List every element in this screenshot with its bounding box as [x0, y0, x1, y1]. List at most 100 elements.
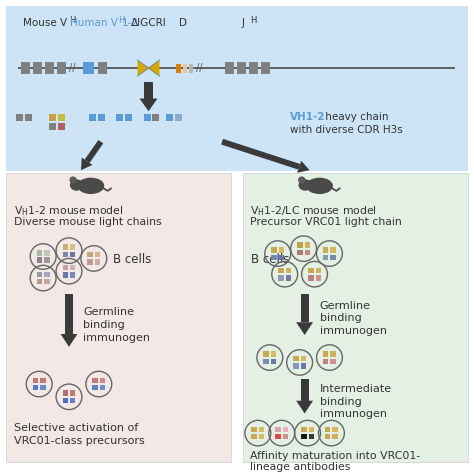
Text: Selective activation of: Selective activation of — [14, 423, 138, 433]
Text: immunogen: immunogen — [83, 333, 150, 343]
Bar — [63, 272, 68, 278]
Polygon shape — [61, 334, 77, 347]
Bar — [70, 272, 75, 278]
Bar — [316, 275, 321, 281]
Text: $\mathrm{H}$: $\mathrm{H}$ — [250, 14, 257, 25]
Bar — [301, 379, 309, 401]
Polygon shape — [297, 161, 310, 173]
Text: B cells: B cells — [251, 253, 289, 266]
Bar — [144, 82, 153, 99]
Bar — [325, 434, 330, 439]
Text: D: D — [179, 18, 187, 28]
Bar — [63, 244, 68, 250]
Bar — [271, 247, 277, 253]
Bar — [249, 62, 258, 74]
Bar — [63, 265, 68, 270]
Bar — [225, 62, 234, 74]
Bar — [279, 255, 284, 260]
Bar — [87, 259, 93, 265]
Text: J: J — [241, 18, 245, 28]
Bar — [305, 242, 310, 247]
Bar — [92, 385, 98, 391]
Text: heavy chain: heavy chain — [322, 112, 389, 122]
Bar — [49, 114, 56, 121]
Bar — [176, 64, 182, 73]
Bar — [330, 255, 336, 260]
Bar — [332, 434, 338, 439]
Ellipse shape — [71, 180, 82, 190]
Bar — [251, 427, 257, 432]
Bar — [251, 434, 257, 439]
Ellipse shape — [78, 178, 103, 193]
Bar — [175, 114, 182, 121]
Ellipse shape — [299, 180, 311, 190]
Bar — [278, 275, 284, 281]
Bar — [100, 378, 105, 383]
Text: VH1-2: VH1-2 — [290, 112, 325, 122]
Text: VRC01-class precursors: VRC01-class precursors — [14, 436, 145, 446]
Bar — [325, 427, 330, 432]
Bar — [166, 114, 173, 121]
Bar — [63, 391, 68, 396]
Bar — [301, 356, 306, 362]
Bar — [45, 62, 54, 74]
Bar — [6, 173, 231, 462]
Bar — [44, 250, 50, 255]
Text: ΔIGCRI: ΔIGCRI — [131, 18, 166, 28]
Bar — [33, 62, 42, 74]
Text: binding: binding — [319, 397, 361, 407]
Bar — [63, 252, 68, 257]
Bar — [309, 427, 314, 432]
Bar — [264, 351, 269, 356]
Bar — [98, 114, 105, 121]
Bar — [36, 272, 42, 277]
Bar — [44, 272, 50, 277]
Bar — [301, 364, 306, 369]
Bar — [309, 434, 314, 439]
Bar — [116, 114, 123, 121]
Polygon shape — [296, 401, 313, 413]
Bar — [308, 275, 313, 281]
Text: Germline: Germline — [319, 301, 371, 310]
Text: binding: binding — [319, 313, 361, 323]
Bar — [89, 114, 96, 121]
Text: Mouse V: Mouse V — [23, 18, 67, 28]
Polygon shape — [85, 140, 103, 163]
Bar — [308, 268, 313, 273]
Bar — [271, 358, 276, 364]
Bar — [6, 6, 468, 171]
Bar — [65, 294, 73, 334]
Bar — [293, 364, 299, 369]
Text: $\mathrm{H}$: $\mathrm{H}$ — [118, 14, 125, 25]
Text: with diverse CDR H3s: with diverse CDR H3s — [290, 125, 402, 135]
Bar — [330, 351, 336, 356]
Text: Precursor VRC01 light chain: Precursor VRC01 light chain — [250, 217, 401, 227]
Bar — [279, 247, 284, 253]
Bar — [70, 265, 75, 270]
Bar — [316, 268, 321, 273]
Bar — [301, 434, 307, 439]
Bar — [58, 114, 65, 121]
Bar — [21, 62, 30, 74]
Text: Germline: Germline — [83, 308, 134, 318]
Bar — [286, 268, 291, 273]
Text: V$_\mathregular{H}$1-2/LC mouse model: V$_\mathregular{H}$1-2/LC mouse model — [250, 204, 377, 219]
Bar — [153, 114, 159, 121]
Bar — [100, 385, 105, 391]
Bar — [323, 247, 328, 253]
Bar — [330, 247, 336, 253]
Text: binding: binding — [83, 320, 125, 330]
Bar — [83, 62, 94, 74]
Bar — [283, 434, 288, 439]
Bar — [70, 244, 75, 250]
Text: V$_\mathregular{H}$1-2 mouse model: V$_\mathregular{H}$1-2 mouse model — [14, 204, 124, 219]
Bar — [330, 358, 336, 364]
Text: Human V: Human V — [70, 18, 118, 28]
Text: immunogen: immunogen — [319, 326, 386, 336]
Bar — [189, 64, 193, 73]
Bar — [36, 257, 42, 263]
Text: B cells: B cells — [113, 253, 151, 266]
Bar — [323, 351, 328, 356]
Bar — [301, 294, 309, 322]
Bar — [70, 391, 75, 396]
